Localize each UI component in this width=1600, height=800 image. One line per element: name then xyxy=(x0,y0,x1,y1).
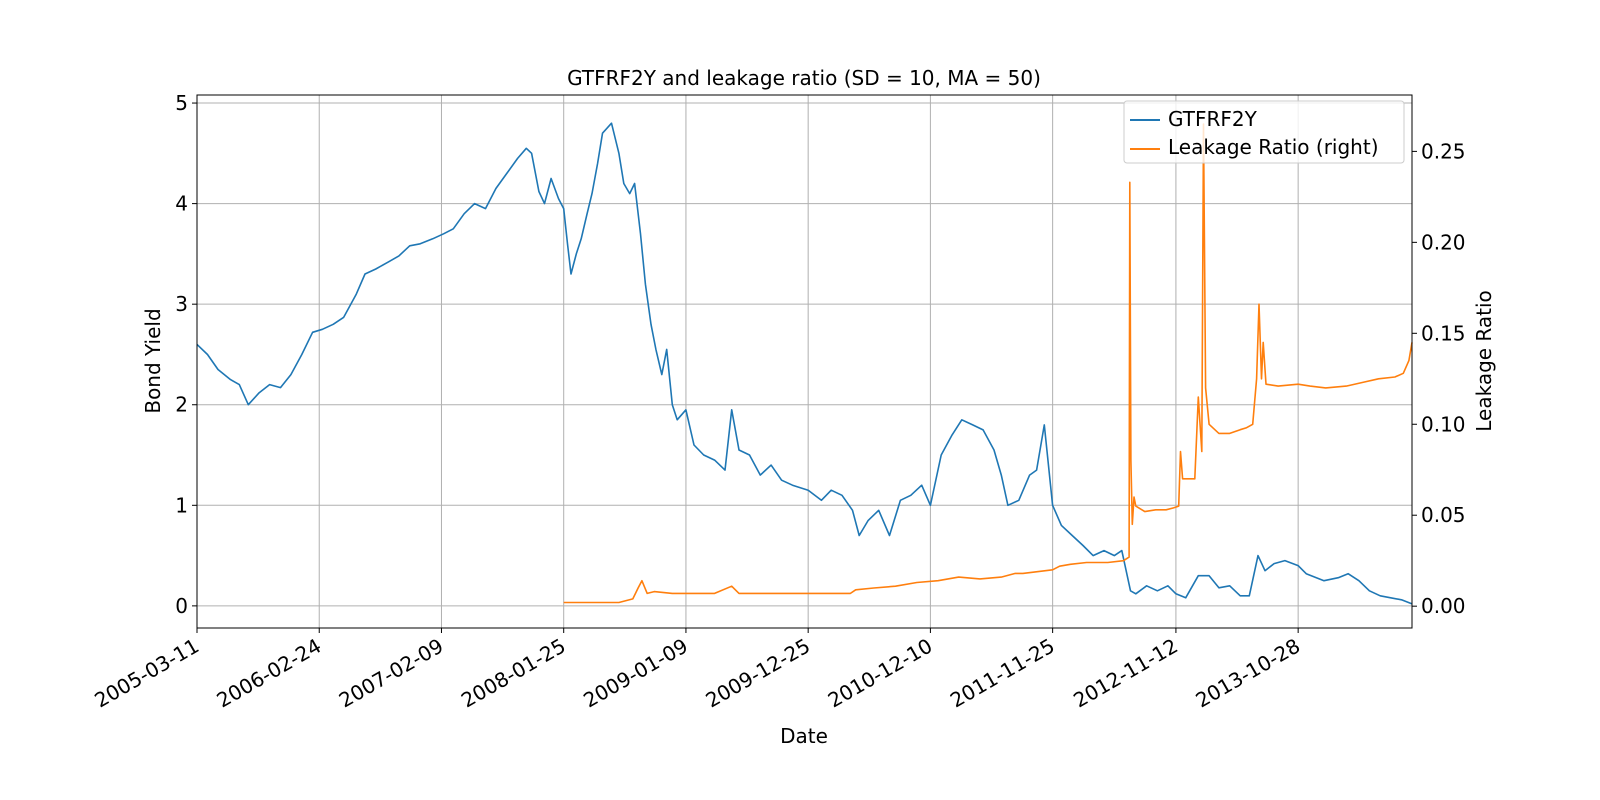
x-tick-label: 2006-02-24 xyxy=(213,634,326,713)
x-tick-label: 2009-12-25 xyxy=(702,634,815,713)
y-tick-label-left: 5 xyxy=(175,91,188,115)
x-tick-label: 2010-12-10 xyxy=(824,634,937,713)
y-axis-label-left: Bond Yield xyxy=(141,308,165,413)
x-tick-label: 2011-11-25 xyxy=(946,634,1059,713)
y-tick-label-right: 0.05 xyxy=(1421,503,1466,527)
y-tick-label-left: 1 xyxy=(175,493,188,517)
y-tick-label-right: 0.25 xyxy=(1421,139,1466,163)
y-tick-label-left: 2 xyxy=(175,393,188,417)
series-line-gtfrf2y xyxy=(196,122,1413,605)
legend-box xyxy=(1123,100,1405,164)
series-layer xyxy=(196,122,1413,605)
x-axis-label: Date xyxy=(780,724,828,748)
y-tick-label-left: 4 xyxy=(175,192,188,216)
plot-background xyxy=(197,95,1412,628)
y-axis-left: 0 1 2 3 4 5 xyxy=(175,91,197,618)
y-tick-label-left: 3 xyxy=(175,292,188,316)
y-axis-label-right: Leakage Ratio xyxy=(1472,290,1496,432)
y-tick-label-left: 0 xyxy=(175,594,188,618)
x-tick-label: 2007-02-09 xyxy=(335,634,448,713)
x-tick-label: 2005-03-11 xyxy=(90,634,203,713)
x-tick-label: 2009-01-09 xyxy=(579,634,692,713)
y-tick-label-right: 0.10 xyxy=(1421,412,1466,436)
y-tick-label-right: 0.00 xyxy=(1421,594,1466,618)
y-tick-label-right: 0.15 xyxy=(1421,321,1466,345)
y-tick-label-right: 0.20 xyxy=(1421,230,1466,254)
x-axis: 2005-03-11 2006-02-24 2007-02-09 2008-01-25… xyxy=(90,628,1304,713)
legend: GTFRF2Y Leakage Ratio (right) xyxy=(1123,100,1405,164)
x-tick-label: 2008-01-25 xyxy=(457,634,570,713)
chart-title: GTFRF2Y and leakage ratio (SD = 10, MA =… xyxy=(567,66,1041,90)
legend-label-gtfrf2y: GTFRF2Y xyxy=(1168,107,1258,131)
series-line-leakage-ratio-right xyxy=(563,123,1413,604)
x-tick-label: 2013-10-28 xyxy=(1191,634,1304,713)
legend-label-leakage-ratio: Leakage Ratio (right) xyxy=(1168,135,1379,159)
x-tick-label: 2012-11-12 xyxy=(1069,634,1182,713)
plot-frame xyxy=(196,94,1413,629)
grid xyxy=(196,95,1412,628)
y-axis-right: 0.00 0.05 0.10 0.15 0.20 0.25 xyxy=(1412,139,1466,618)
